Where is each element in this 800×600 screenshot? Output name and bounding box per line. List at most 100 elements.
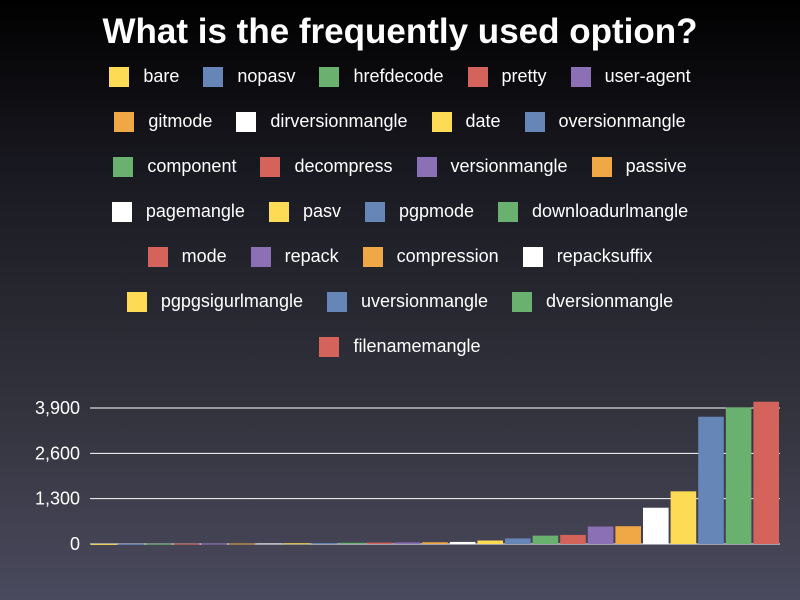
legend-item-dirversionmangle: dirversionmangle: [236, 111, 408, 132]
bar-user-agent: [201, 543, 227, 545]
legend-label: pgpmode: [398, 201, 475, 221]
legend-row: pgpgsigurlmangle uversionmangle dversion…: [0, 291, 800, 312]
legend-swatch: [114, 111, 135, 132]
y-tick-label: 2,600: [35, 443, 80, 463]
legend-swatch: [260, 156, 281, 177]
bar-pagemangle: [449, 541, 476, 544]
legend-label: repack: [284, 246, 339, 266]
legend-swatch: [126, 291, 147, 312]
legend-item-repacksuffix: repacksuffix: [522, 246, 653, 267]
legend-item-mode: mode: [147, 246, 227, 267]
legend-label: oversionmangle: [558, 111, 686, 131]
legend-label: nopasv: [237, 66, 296, 86]
bar-decompress: [367, 542, 393, 544]
legend-item-nopasv: nopasv: [203, 66, 295, 87]
bar-pasv: [477, 540, 503, 544]
legend-swatch: [522, 246, 543, 267]
bar-repacksuffix: [643, 507, 669, 544]
legend-row: pagemangle pasv pgpmode downloadurlmangl…: [0, 201, 800, 222]
legend-item-pretty: pretty: [467, 66, 547, 87]
legend-swatch: [236, 111, 257, 132]
legend-swatch: [268, 201, 289, 222]
bar-component: [339, 542, 365, 544]
bar-downloadurlmangle: [532, 535, 559, 544]
legend-item-bare: bare: [109, 66, 179, 87]
legend-swatch: [416, 156, 437, 177]
legend-swatch: [111, 201, 132, 222]
legend-item-user-agent: user-agent: [570, 66, 691, 87]
bar-repack: [587, 526, 614, 544]
legend-item-filenamemangle: filenamemangle: [319, 336, 481, 357]
legend-item-component: component: [113, 156, 236, 177]
bar-pretty: [173, 543, 200, 545]
legend-swatch: [524, 111, 545, 132]
legend-swatch: [467, 66, 488, 87]
legend-item-downloadurlmangle: downloadurlmangle: [498, 201, 688, 222]
legend-swatch: [113, 156, 134, 177]
legend-item-pasv: pasv: [268, 201, 341, 222]
legend-label: pretty: [501, 66, 547, 86]
legend-item-passive: passive: [591, 156, 687, 177]
legend-swatch: [203, 66, 224, 87]
legend-item-pgpgsigurlmangle: pgpgsigurlmangle: [126, 291, 303, 312]
chart-title: What is the frequently used option?: [102, 12, 698, 51]
legend-label: hrefdecode: [353, 66, 444, 86]
y-tick-label: 0: [70, 534, 80, 554]
legend-item-pagemangle: pagemangle: [111, 201, 245, 222]
legend-label: repacksuffix: [556, 246, 653, 266]
legend-swatch: [512, 291, 533, 312]
bar-pgpgsigurlmangle: [670, 491, 697, 544]
legend-item-compression: compression: [362, 246, 499, 267]
y-tick-label: 1,300: [35, 489, 80, 509]
legend-swatch: [319, 66, 340, 87]
bar-mode: [560, 534, 586, 544]
legend-swatch: [498, 201, 519, 222]
legend-row: mode repack compression repacksuffix: [0, 246, 800, 267]
bar-pgpmode: [505, 538, 531, 544]
legend-label: date: [465, 111, 501, 131]
legend-swatch: [109, 66, 130, 87]
legend-row: bare nopasv hrefdecode pretty user-agent: [0, 66, 800, 87]
legend-label: pasv: [302, 201, 341, 221]
bar-compression: [615, 526, 641, 544]
legend-item-decompress: decompress: [260, 156, 393, 177]
legend-swatch: [364, 201, 385, 222]
bar-gitmode: [229, 543, 255, 545]
legend-row: filenamemangle: [0, 336, 800, 357]
legend-label: filenamemangle: [353, 336, 481, 356]
legend-item-oversionmangle: oversionmangle: [524, 111, 686, 132]
legend-label: compression: [396, 246, 499, 266]
bar-dirversionmangle: [256, 543, 283, 545]
legend-label: downloadurlmangle: [532, 201, 689, 221]
legend-item-date: date: [431, 111, 501, 132]
bar-passive: [422, 542, 448, 544]
legend-label: decompress: [294, 156, 393, 176]
legend-item-gitmode: gitmode: [114, 111, 212, 132]
legend-label: versionmangle: [450, 156, 568, 176]
legend-swatch: [431, 111, 452, 132]
bar-nopasv: [118, 543, 145, 545]
legend-item-versionmangle: versionmangle: [416, 156, 568, 177]
legend-label: mode: [181, 246, 227, 266]
bar-oversionmangle: [311, 543, 338, 545]
legend-swatch: [570, 66, 591, 87]
bar-hrefdecode: [146, 543, 172, 545]
legend-label: pgpgsigurlmangle: [160, 291, 303, 311]
legend-swatch: [147, 246, 168, 267]
legend-label: dirversionmangle: [270, 111, 408, 131]
legend-label: gitmode: [148, 111, 213, 131]
legend-label: pagemangle: [145, 201, 245, 221]
legend-item-dversionmangle: dversionmangle: [512, 291, 673, 312]
legend-swatch: [319, 336, 340, 357]
bar-dversionmangle: [725, 407, 752, 544]
legend-item-uversionmangle: uversionmangle: [326, 291, 488, 312]
legend-label: component: [147, 156, 237, 176]
legend-swatch: [362, 246, 383, 267]
bar-filenamemangle: [753, 401, 779, 544]
legend-row: component decompress versionmangle passi…: [0, 156, 800, 177]
legend-row: gitmode dirversionmangle date oversionma…: [0, 111, 800, 132]
legend-label: user-agent: [604, 66, 691, 86]
legend-label: passive: [625, 156, 687, 176]
bar-uversionmangle: [698, 416, 724, 544]
